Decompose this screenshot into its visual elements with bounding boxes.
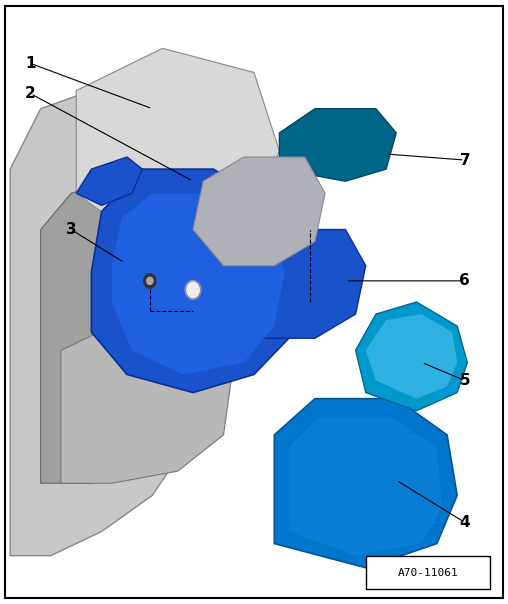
Polygon shape <box>76 157 142 205</box>
Circle shape <box>147 277 153 284</box>
Polygon shape <box>41 181 234 483</box>
Text: 3: 3 <box>66 222 76 237</box>
Text: 6: 6 <box>459 274 470 288</box>
Polygon shape <box>356 302 467 411</box>
Text: 2: 2 <box>25 86 36 101</box>
Text: 4: 4 <box>460 515 470 530</box>
Polygon shape <box>91 169 305 393</box>
Polygon shape <box>10 91 264 556</box>
Polygon shape <box>193 157 325 266</box>
Text: A70-11061: A70-11061 <box>398 568 459 577</box>
Polygon shape <box>61 326 234 483</box>
Polygon shape <box>290 417 442 556</box>
Polygon shape <box>274 399 457 568</box>
Circle shape <box>185 281 201 299</box>
Polygon shape <box>112 193 284 374</box>
Text: 7: 7 <box>460 153 470 167</box>
Polygon shape <box>279 109 396 181</box>
Text: 5: 5 <box>460 373 470 388</box>
Circle shape <box>144 274 156 288</box>
Text: 1: 1 <box>25 56 36 71</box>
FancyBboxPatch shape <box>366 556 490 589</box>
Polygon shape <box>229 230 366 338</box>
Polygon shape <box>76 48 279 242</box>
Polygon shape <box>366 314 457 399</box>
